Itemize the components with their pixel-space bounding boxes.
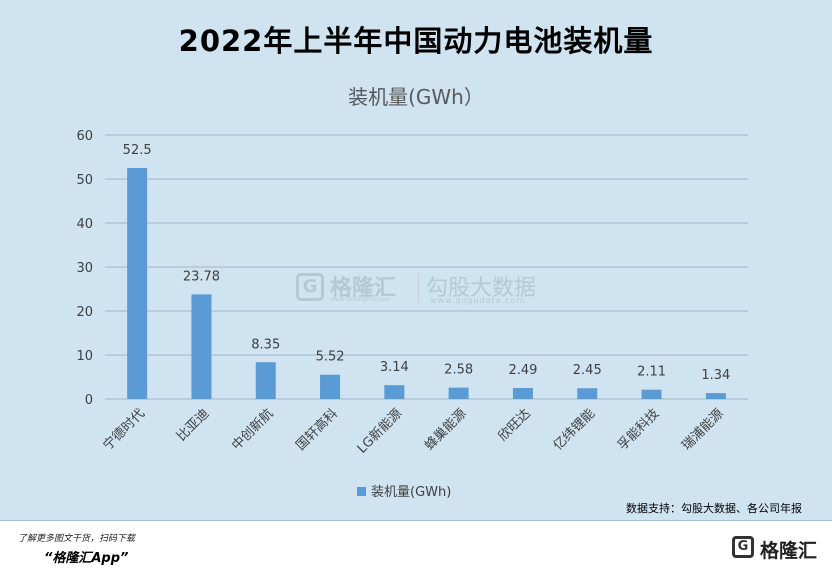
data-label: 52.5: [123, 143, 152, 158]
x-tick-label: 中创新航: [228, 406, 276, 454]
x-tick-label: LG新能源: [354, 406, 405, 457]
x-tick-label: 蜂巢能源: [422, 406, 469, 453]
data-source: 数据支持：勾股大数据、各公司年报: [626, 502, 802, 515]
gelonghui-logo-icon: G: [296, 273, 324, 301]
x-tick-label: 亿纬锂能: [551, 406, 598, 453]
footer-brand: 格隆汇: [760, 540, 818, 562]
watermark-gogu: 勾股大数据: [426, 276, 537, 301]
x-tick-label: 宁德时代: [100, 406, 148, 454]
data-label: 2.11: [637, 365, 666, 380]
footer-promo-text: 了解更多图文干货，扫码下载: [18, 534, 136, 544]
bar: [191, 294, 212, 399]
x-tick-label: 国轩高科: [293, 406, 341, 454]
data-label: 8.35: [251, 337, 280, 352]
bar: [320, 374, 341, 399]
y-tick-label: 0: [85, 393, 93, 408]
page-title: 2022年上半年中国动力电池装机量: [178, 24, 654, 58]
bar: [641, 389, 662, 399]
bar: [255, 362, 276, 399]
x-tick-label: 欣旺达: [496, 406, 534, 444]
x-tick-label: 比亚迪: [174, 406, 212, 444]
bar: [577, 388, 598, 399]
bar-chart: 装机量(GWh） 0 10 20 30 40 50 60 52.5 宁德时代 23.78 比亚迪 8.3…: [76, 85, 748, 500]
x-tick-label: 瑞浦能源: [679, 406, 726, 453]
bar: [127, 168, 148, 399]
y-tick-label: 10: [76, 349, 93, 364]
footer: 了解更多图文干货，扫码下载 “格隆汇App” G 格隆汇: [0, 520, 832, 573]
y-tick-label: 20: [76, 305, 93, 320]
y-tick-label: 30: [76, 261, 93, 276]
bar: [512, 388, 533, 399]
watermark-brand-url: www.gelonghui.com: [330, 296, 391, 303]
y-tick-label: 50: [76, 173, 93, 188]
watermark: G 格隆汇 www.gelonghui.com 勾股大数据 www.goguda…: [296, 270, 546, 310]
bar: [384, 385, 405, 399]
data-label: 23.78: [183, 269, 220, 284]
bar: [448, 387, 469, 399]
y-tick-label: 60: [76, 129, 93, 144]
chart-title: 装机量(GWh）: [348, 85, 484, 109]
data-label: 2.58: [444, 363, 473, 378]
legend-swatch: [357, 487, 366, 496]
data-label: 2.45: [573, 363, 602, 378]
legend-label: 装机量(GWh): [371, 485, 451, 500]
watermark-gogu-url: www.gogudata.com: [430, 296, 526, 305]
data-label: 1.34: [701, 368, 730, 383]
gelonghui-logo-icon: G: [732, 536, 754, 558]
bar: [705, 393, 726, 399]
watermark-separator: [418, 274, 419, 302]
data-label: 2.49: [508, 363, 537, 378]
data-label: 3.14: [380, 360, 409, 375]
data-label: 5.52: [316, 350, 345, 365]
watermark-brand: 格隆汇: [330, 276, 397, 301]
footer-app-name: “格隆汇App”: [44, 551, 129, 566]
y-tick-label: 40: [76, 217, 93, 232]
x-tick-label: 孚能科技: [615, 406, 662, 453]
